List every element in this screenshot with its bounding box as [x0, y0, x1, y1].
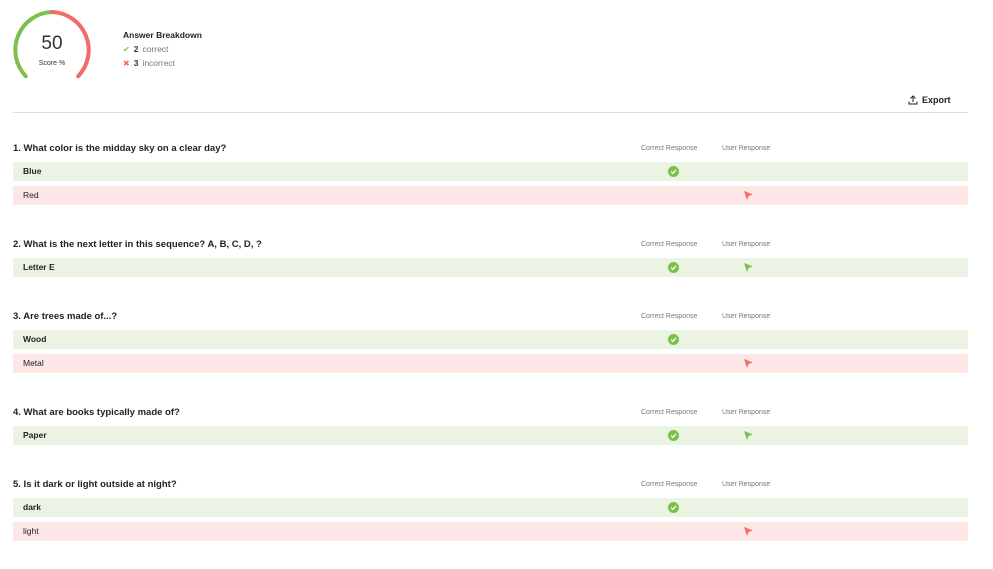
question-text: 2. What is the next letter in this seque…	[13, 239, 262, 250]
question-block: 4. What are books typically made of? Cor…	[13, 405, 968, 445]
answer-text: Blue	[23, 166, 42, 176]
cursor-pointer-icon	[744, 191, 753, 200]
answer-row: Blue	[13, 162, 968, 181]
answer-text: Metal	[23, 358, 44, 368]
question-block: 1. What color is the midday sky on a cle…	[13, 141, 968, 205]
breakdown-title: Answer Breakdown	[123, 30, 202, 40]
answer-breakdown: Answer Breakdown ✔ 2 correct ✖ 3 incorre…	[123, 30, 202, 72]
correct-response-header: Correct Response	[641, 145, 698, 152]
check-icon: ✔	[123, 44, 130, 54]
question-text: 5. Is it dark or light outside at night?	[13, 479, 177, 490]
correct-response-header: Correct Response	[641, 241, 698, 248]
answer-row: Letter E	[13, 258, 968, 277]
cursor-pointer-icon	[744, 431, 753, 440]
question-title: 4. What are books typically made of? Cor…	[13, 405, 968, 421]
score-label: Score %	[38, 60, 66, 67]
check-circle-icon	[668, 334, 679, 345]
question-block: 2. What is the next letter in this seque…	[13, 237, 968, 277]
incorrect-count-line: ✖ 3 incorrect	[123, 58, 202, 68]
question-text: 3. Are trees made of...?	[13, 311, 118, 322]
answer-row: Red	[13, 186, 968, 205]
check-circle-icon	[668, 502, 679, 513]
check-circle-icon	[668, 430, 679, 441]
gauge-correct-arc	[13, 10, 54, 79]
answer-row: light	[13, 522, 968, 541]
answer-row: Metal	[13, 354, 968, 373]
question-title: 1. What color is the midday sky on a cle…	[13, 141, 968, 157]
export-label: Export	[922, 95, 951, 105]
answer-row: Paper	[13, 426, 968, 445]
answer-text: Paper	[23, 430, 47, 440]
incorrect-count: 3	[133, 58, 139, 68]
check-circle-icon	[668, 262, 679, 273]
question-text: 4. What are books typically made of?	[13, 407, 180, 418]
divider	[13, 112, 968, 113]
correct-response-header: Correct Response	[641, 313, 698, 320]
cursor-pointer-icon	[744, 527, 753, 536]
cursor-pointer-icon	[744, 359, 753, 368]
answer-row: Wood	[13, 330, 968, 349]
user-response-header: User Response	[722, 313, 771, 320]
answer-text: Wood	[23, 334, 47, 344]
export-button[interactable]: Export	[908, 95, 951, 105]
answer-text: light	[23, 526, 39, 536]
score-value: 50	[41, 33, 63, 54]
question-title: 3. Are trees made of...? Correct Respons…	[13, 309, 968, 325]
user-response-header: User Response	[722, 145, 771, 152]
question-title: 5. Is it dark or light outside at night?…	[13, 477, 968, 493]
cursor-pointer-icon	[744, 263, 753, 272]
correct-response-header: Correct Response	[641, 409, 698, 416]
answer-text: dark	[23, 502, 41, 512]
user-response-header: User Response	[722, 241, 771, 248]
incorrect-label: incorrect	[142, 58, 176, 68]
gauge-incorrect-arc	[50, 10, 91, 79]
correct-label: correct	[142, 44, 169, 54]
user-response-header: User Response	[722, 481, 771, 488]
upload-icon	[908, 95, 918, 105]
x-icon: ✖	[123, 58, 130, 68]
question-text: 1. What color is the midday sky on a cle…	[13, 143, 227, 154]
correct-response-header: Correct Response	[641, 481, 698, 488]
answer-text: Letter E	[23, 262, 55, 272]
question-block: 5. Is it dark or light outside at night?…	[13, 477, 968, 541]
question-title: 2. What is the next letter in this seque…	[13, 237, 968, 253]
user-response-header: User Response	[722, 409, 771, 416]
score-gauge	[13, 10, 91, 79]
check-circle-icon	[668, 166, 679, 177]
answer-row: dark	[13, 498, 968, 517]
correct-count-line: ✔ 2 correct	[123, 44, 202, 54]
question-block: 3. Are trees made of...? Correct Respons…	[13, 309, 968, 373]
correct-count: 2	[133, 44, 139, 54]
answer-text: Red	[23, 190, 39, 200]
